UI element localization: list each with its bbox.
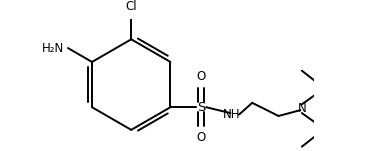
Text: H₂N: H₂N: [42, 42, 64, 55]
Text: Cl: Cl: [125, 0, 137, 13]
Text: NH: NH: [223, 108, 241, 121]
Text: O: O: [196, 131, 206, 144]
Text: N: N: [298, 102, 306, 115]
Text: O: O: [196, 70, 206, 83]
Text: S: S: [197, 101, 205, 114]
